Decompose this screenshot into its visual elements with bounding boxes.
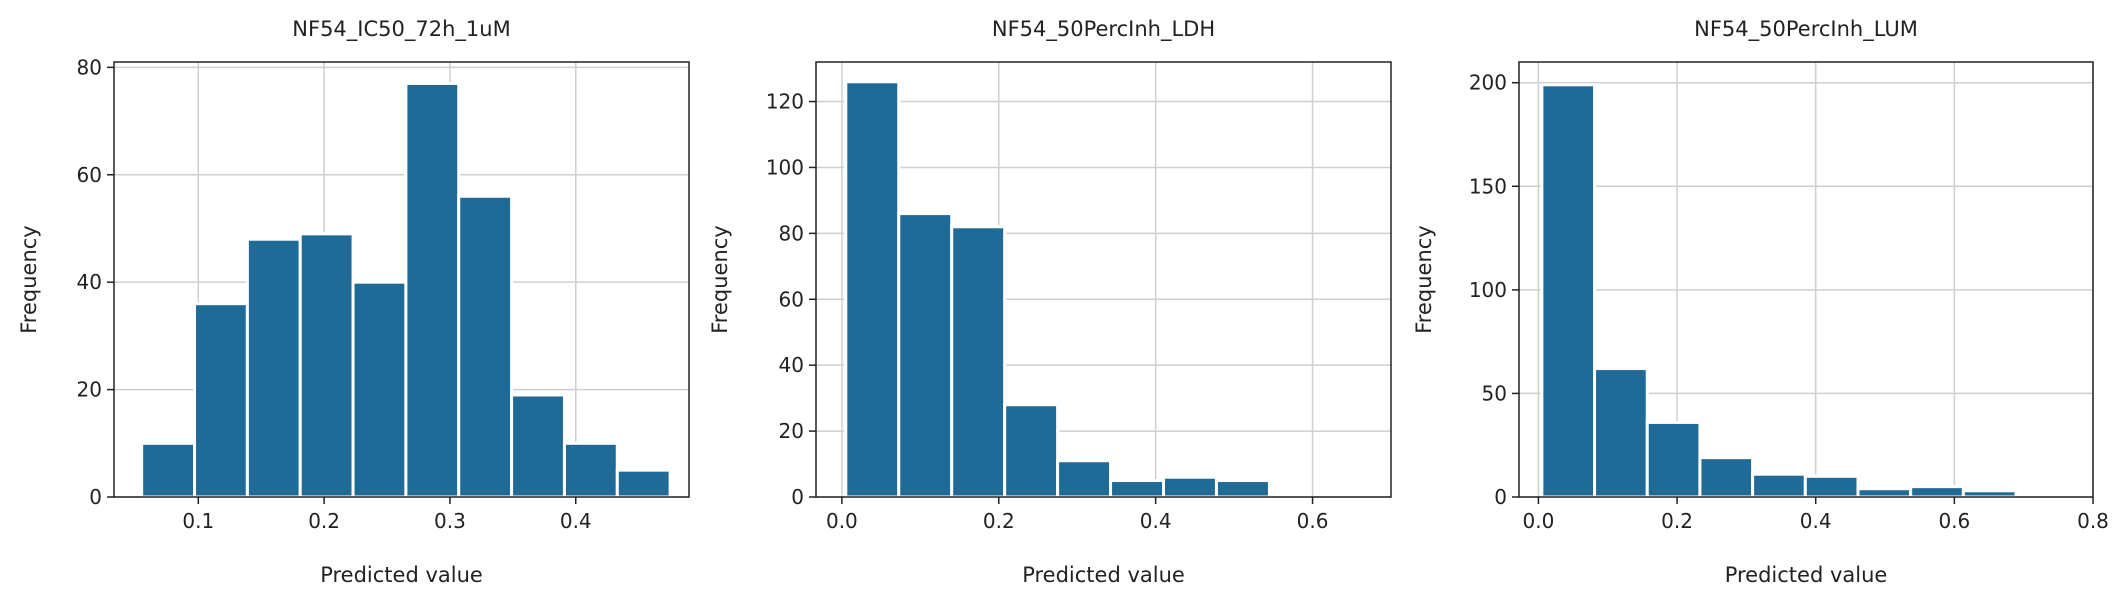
histogram-bar <box>1751 472 1807 499</box>
y-tick-label: 120 <box>766 90 804 114</box>
x-tick-label: 0.6 <box>1938 509 1970 533</box>
panel-ic50: NF54_IC50_72h_1uM Predicted value Freque… <box>17 17 690 587</box>
histogram-bar <box>510 393 566 499</box>
y-tick-label: 60 <box>779 287 804 311</box>
y-tick-label: 20 <box>77 378 102 402</box>
y-tick-label: 100 <box>1469 278 1507 302</box>
histogram-bar <box>140 441 197 499</box>
panel-lum: NF54_50PercInh_LUM Predicted value Frequ… <box>1412 17 2109 587</box>
histogram-bar <box>1003 403 1060 499</box>
y-tick-label: 20 <box>779 419 804 443</box>
y-axis-label: Frequency <box>708 225 732 334</box>
panel-title: NF54_50PercInh_LDH <box>992 17 1215 42</box>
x-tick-label: 0.0 <box>1523 509 1555 533</box>
histogram-bar <box>844 80 901 499</box>
y-tick-label: 80 <box>77 55 102 79</box>
histogram-bar <box>404 81 461 499</box>
histogram-bar <box>897 212 954 499</box>
histogram-bar <box>351 280 408 499</box>
x-tick-label: 0.4 <box>1140 509 1172 533</box>
histogram-bar <box>615 468 672 499</box>
y-tick-label: 200 <box>1469 71 1507 95</box>
x-tick-label: 0.2 <box>308 509 340 533</box>
histogram-bar <box>298 232 355 499</box>
y-axis-label: Frequency <box>17 225 41 334</box>
histogram-bar <box>193 302 249 499</box>
y-tick-label: 0 <box>89 485 102 509</box>
y-tick-label: 50 <box>1482 381 1507 405</box>
y-tick-label: 0 <box>1494 485 1507 509</box>
x-tick-label: 0.3 <box>434 509 466 533</box>
histogram-bar <box>1162 475 1218 499</box>
y-tick-label: 60 <box>77 163 102 187</box>
histogram-bar <box>1961 489 2018 499</box>
histogram-bar <box>562 441 619 499</box>
x-axis-label: Predicted value <box>1725 563 1888 587</box>
bars <box>1540 83 2018 499</box>
y-tick-label: 0 <box>791 485 804 509</box>
x-tick-label: 0.4 <box>560 509 592 533</box>
histogram-bar <box>1540 83 1597 499</box>
x-tick-label: 0.1 <box>182 509 214 533</box>
axes-frame <box>815 61 1392 498</box>
bars <box>140 81 672 499</box>
y-tick-label: 40 <box>77 270 102 294</box>
x-tick-label: 0.2 <box>1661 509 1693 533</box>
y-tick-label: 100 <box>766 155 804 179</box>
histogram-bar <box>1856 487 1913 499</box>
histogram-bar <box>1109 479 1166 499</box>
x-axis-label: Predicted value <box>1022 563 1185 587</box>
x-tick-label: 0.0 <box>826 509 858 533</box>
y-tick-label: 150 <box>1469 174 1507 198</box>
axes-frame <box>113 61 690 498</box>
y-tick-label: 40 <box>779 353 804 377</box>
x-tick-label: 0.8 <box>2077 509 2109 533</box>
x-axis-label: Predicted value <box>320 563 483 587</box>
y-axis-label: Frequency <box>1412 225 1436 334</box>
axes-frame <box>1518 61 2094 498</box>
x-tick-label: 0.4 <box>1800 509 1832 533</box>
histogram-bar <box>245 237 302 499</box>
histogram-bar <box>950 225 1007 499</box>
histogram-bar <box>1593 367 1649 499</box>
y-tick-label: 80 <box>779 221 804 245</box>
histogram-bar <box>1909 485 1965 499</box>
histogram-bar <box>457 194 514 499</box>
x-tick-label: 0.2 <box>983 509 1015 533</box>
panel-title: NF54_IC50_72h_1uM <box>292 17 510 42</box>
histogram-bar <box>1803 474 1860 499</box>
panel-ldh: NF54_50PercInh_LDH Predicted value Frequ… <box>708 17 1392 587</box>
histogram-bar <box>1698 456 1755 499</box>
panel-title: NF54_50PercInh_LUM <box>1694 17 1918 42</box>
x-tick-label: 0.6 <box>1297 509 1329 533</box>
histogram-bar <box>1056 459 1113 499</box>
histogram-bar <box>1645 420 1702 499</box>
bars <box>844 80 1271 499</box>
histogram-bar <box>1214 479 1271 499</box>
